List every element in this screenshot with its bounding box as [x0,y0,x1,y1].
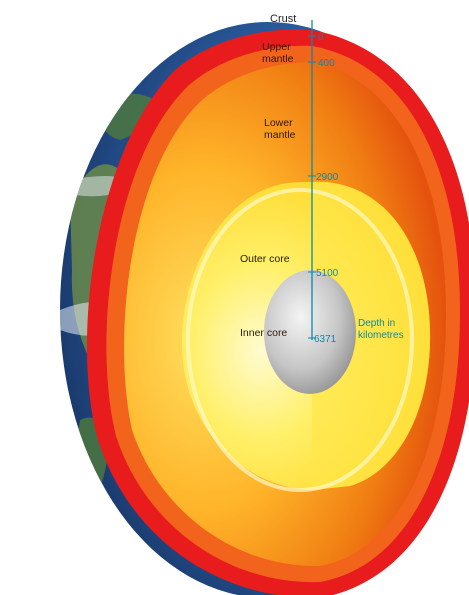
label-inner-core: Inner core [240,327,287,339]
depth-scale-title: Depth in kilometres [358,318,404,341]
label-lower-mantle: Lower mantle [264,117,296,141]
depth-marker-6371: 6371 [314,334,337,345]
depth-marker-2900: 2900 [316,172,339,183]
label-lower-mantle-line1: Lower [264,117,293,129]
depth-marker-400: 400 [318,58,335,69]
depth-marker-5100: 5100 [316,268,339,279]
cutaway-section [87,29,469,595]
depth-marker-0: 0 [318,32,324,43]
outer-core-glow [186,188,414,492]
label-outer-core: Outer core [240,253,290,265]
inner-core-layer [264,270,356,394]
label-upper-mantle-line1: Upper [262,41,291,53]
label-upper-mantle: Upper mantle [262,41,294,65]
label-upper-mantle-line2: mantle [262,53,294,65]
depth-scale-title-line1: Depth in [358,318,395,329]
label-crust: Crust [270,13,296,25]
outer-core-front-face [312,181,431,490]
depth-scale-title-line2: kilometres [358,330,404,341]
label-lower-mantle-line2: mantle [264,129,296,141]
